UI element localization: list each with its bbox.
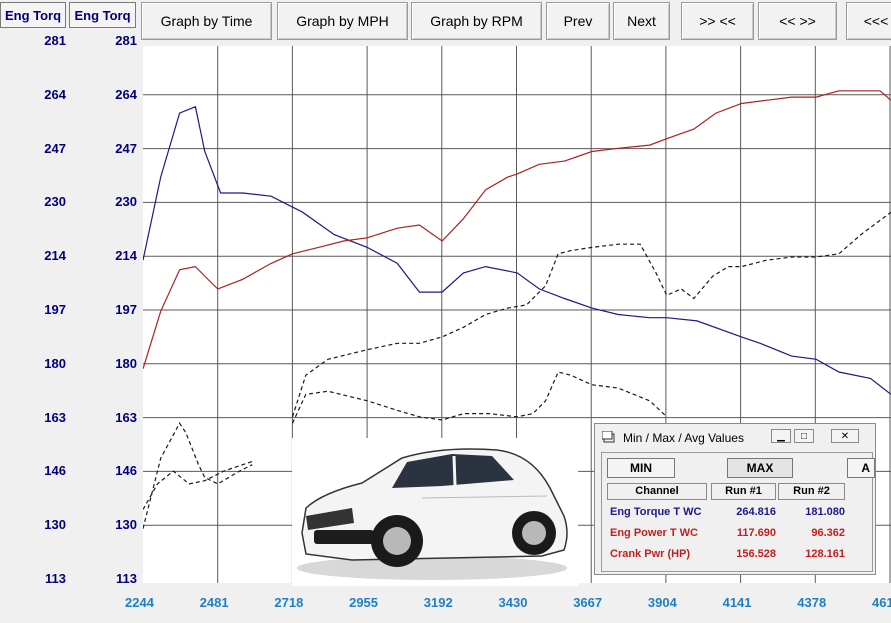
y-tick-label: 113 <box>116 571 137 586</box>
y-tick-label: 247 <box>44 140 66 156</box>
minimize-icon[interactable]: ▁ <box>771 429 791 443</box>
y-tick-label: 230 <box>44 194 66 210</box>
channel-value: 264.816 <box>736 506 776 518</box>
series-line-1 <box>142 105 891 395</box>
series-line-3 <box>142 422 253 529</box>
x-tick-label: 4141 <box>722 595 752 610</box>
channel-name: Crank Pwr (HP) <box>610 548 691 560</box>
min-button[interactable]: MIN <box>607 458 675 478</box>
y-tick-label: 264 <box>44 86 66 102</box>
avg-button[interactable]: A <box>847 458 875 478</box>
prev-button[interactable]: Prev <box>546 2 610 40</box>
scroll-left-button[interactable]: <<< <box>846 2 891 40</box>
y-tick-label: 113 <box>45 571 66 586</box>
x-tick-label: 3667 <box>573 595 603 610</box>
col-channel: Channel <box>607 483 707 500</box>
y-tick-label: 214 <box>44 248 66 264</box>
zoom-out-button[interactable]: << >> <box>758 2 837 40</box>
channel-value: 96.362 <box>811 527 845 539</box>
channel-value: 128.161 <box>805 548 845 560</box>
channel-value: 156.528 <box>736 548 776 560</box>
y-axis-header-right[interactable]: Eng Torq <box>69 2 136 28</box>
series-line-6 <box>291 211 891 417</box>
x-tick-label: 461 <box>872 595 891 610</box>
y-tick-label: 230 <box>115 194 137 210</box>
y-tick-label: 281 <box>115 33 137 48</box>
car-image <box>292 438 578 586</box>
y-tick-label: 197 <box>44 302 66 317</box>
panel-title-bar[interactable]: Min / Max / Avg Values ▁ □ ✕ <box>595 424 875 450</box>
channel-name: Eng Torque T WC <box>610 506 702 518</box>
channel-value: 181.080 <box>805 506 845 518</box>
series-line-5 <box>291 371 668 424</box>
col-run2: Run #2 <box>778 483 845 500</box>
x-tick-label: 2718 <box>274 595 304 610</box>
maximize-icon[interactable]: □ <box>794 429 814 443</box>
series-line-4 <box>142 460 253 510</box>
channel-name: Eng Power T WC <box>610 527 698 539</box>
next-button[interactable]: Next <box>613 2 670 40</box>
series-line-2 <box>142 90 891 369</box>
graph-by-time-button[interactable]: Graph by Time <box>141 2 272 40</box>
y-tick-label: 214 <box>115 248 137 264</box>
y-tick-label: 180 <box>44 355 66 371</box>
x-tick-label: 2481 <box>199 595 229 610</box>
x-tick-label: 3904 <box>647 595 677 610</box>
x-tick-label: 2244 <box>125 595 154 610</box>
graph-by-rpm-button[interactable]: Graph by RPM <box>411 2 542 40</box>
y-tick-label: 163 <box>115 409 137 425</box>
y-tick-label: 146 <box>44 463 66 479</box>
y-tick-label: 247 <box>115 140 137 156</box>
x-tick-label: 3430 <box>498 595 528 610</box>
graph-by-mph-button[interactable]: Graph by MPH <box>277 2 408 40</box>
col-run1: Run #1 <box>711 483 776 500</box>
x-tick-label: 2955 <box>349 595 379 610</box>
close-icon[interactable]: ✕ <box>831 429 859 443</box>
y-tick-label: 146 <box>115 463 137 479</box>
x-tick-label: 4378 <box>797 595 827 610</box>
y-tick-label: 130 <box>44 517 66 533</box>
min-max-avg-panel: Min / Max / Avg Values ▁ □ ✕ MIN MAX A C… <box>594 423 876 575</box>
y-tick-label: 130 <box>115 517 137 533</box>
y-tick-label: 197 <box>115 302 137 317</box>
x-tick-label: 3192 <box>423 595 453 610</box>
y-tick-label: 180 <box>115 355 137 371</box>
channel-value: 117.690 <box>736 527 776 539</box>
y-tick-label: 264 <box>115 86 137 102</box>
y-tick-label: 281 <box>44 33 66 48</box>
max-button[interactable]: MAX <box>727 458 793 478</box>
line-chart <box>142 46 891 583</box>
y-tick-label: 163 <box>44 409 66 425</box>
zoom-in-button[interactable]: >> << <box>681 2 754 40</box>
window-icon <box>602 431 615 443</box>
y-axis-header-left[interactable]: Eng Torq <box>0 2 66 28</box>
panel-title: Min / Max / Avg Values <box>623 431 744 445</box>
